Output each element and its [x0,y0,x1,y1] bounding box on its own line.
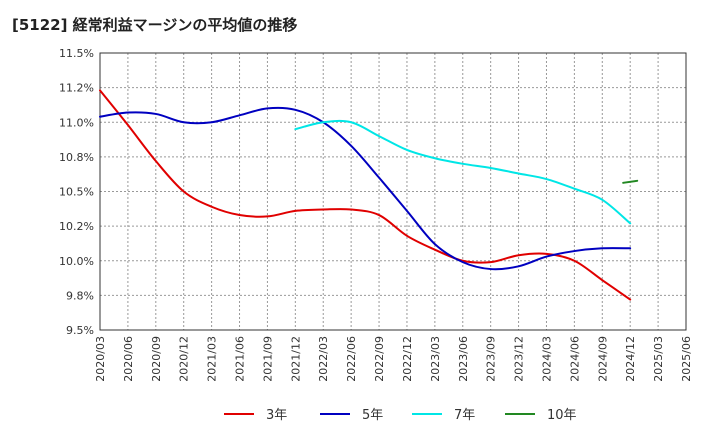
x-tick-label: 2021/06 [234,336,247,382]
series-line-1 [99,89,632,301]
x-tick-label: 2020/06 [122,336,135,382]
x-tick-label: 2020/12 [178,336,191,382]
x-tick-label: 2024/03 [540,336,553,382]
x-tick-label: 2024/06 [568,336,581,382]
y-tick-label: 11.0% [59,116,94,129]
y-tick-label: 10.5% [59,186,94,199]
legend-label: 3年 [266,408,287,423]
series-line-3 [294,119,632,225]
x-tick-label: 2021/03 [206,336,219,382]
y-tick-label: 10.8% [59,151,94,164]
x-tick-label: 2024/12 [624,336,637,382]
x-tick-label: 2023/12 [513,336,526,382]
x-tick-label: 2022/03 [317,336,330,382]
x-tick-label: 2025/06 [680,336,693,382]
chart-title: [5122] 経常利益マージンの平均値の推移 [12,16,298,34]
series-line-2 [99,106,632,271]
y-tick-label: 10.0% [59,255,94,268]
x-tick-label: 2023/03 [429,336,442,382]
series-line-4 [622,179,639,184]
x-tick-label: 2022/12 [401,336,414,382]
y-tick-label: 9.8% [66,289,94,302]
x-tick-label: 2020/09 [150,336,163,382]
x-tick-label: 2025/03 [652,336,665,382]
x-tick-label: 2023/09 [485,336,498,382]
plot-border [99,52,687,331]
legend-label: 10年 [547,408,577,423]
y-tick-label: 10.2% [59,220,94,233]
x-tick-label: 2022/06 [345,336,358,382]
legend-label: 7年 [454,408,475,423]
x-tick-label: 2021/12 [289,336,302,382]
y-tick-label: 11.5% [59,47,94,60]
y-tick-label: 11.2% [59,82,94,95]
x-tick-label: 2020/03 [94,336,107,382]
x-tick-label: 2022/09 [373,336,386,382]
x-tick-label: 2024/09 [596,336,609,382]
x-tick-label: 2021/09 [261,336,274,382]
y-tick-label: 9.5% [66,324,94,337]
x-tick-label: 2023/06 [457,336,470,382]
legend-label: 5年 [362,408,383,423]
